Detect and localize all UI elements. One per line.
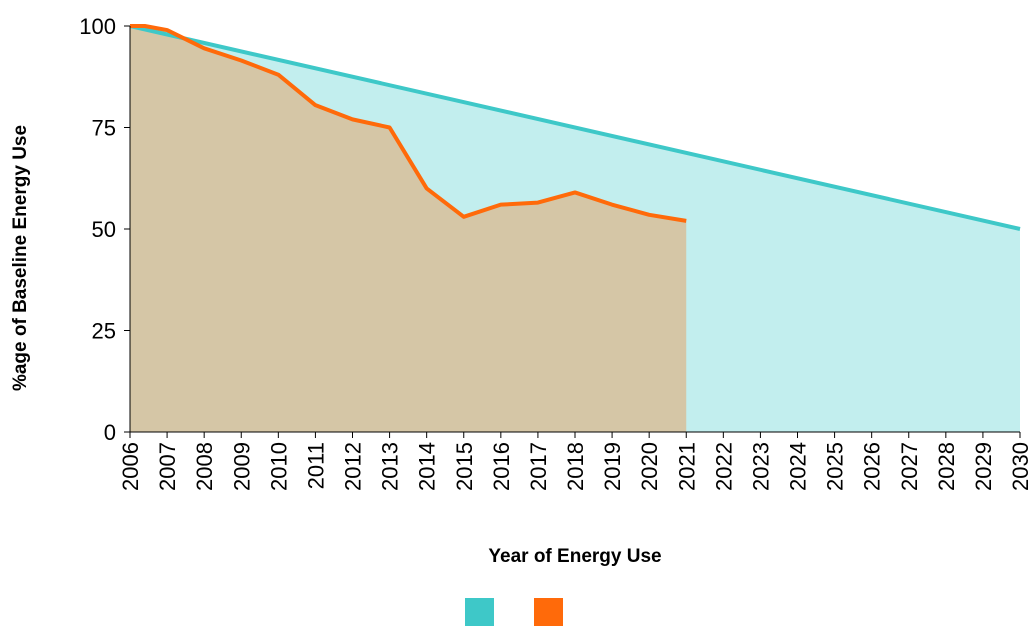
x-tick-label: 2015: [452, 442, 477, 491]
x-tick-label: 2014: [415, 442, 440, 491]
x-tick-label: 2016: [489, 442, 514, 491]
y-tick-label: 0: [104, 420, 116, 445]
y-tick-label: 75: [92, 116, 116, 141]
x-tick-label: 2023: [748, 442, 773, 491]
x-tick-label: 2020: [637, 442, 662, 491]
legend-swatch: [465, 598, 494, 626]
x-tick-label: 2008: [192, 442, 217, 491]
x-tick-label: 2009: [229, 442, 254, 491]
x-axis-title: Year of Energy Use: [488, 546, 661, 567]
y-tick-label: 50: [92, 217, 116, 242]
y-tick-label: 100: [79, 14, 116, 39]
x-tick-label: 2010: [266, 442, 291, 491]
x-tick-label: 2012: [341, 442, 366, 491]
x-tick-label: 2029: [971, 442, 996, 491]
x-tick-label: 2022: [711, 442, 736, 491]
x-tick-label: 2019: [600, 442, 625, 491]
x-tick-label: 2027: [897, 442, 922, 491]
area-fill: [130, 26, 687, 432]
x-tick-label: 2007: [155, 442, 180, 491]
x-tick-label: 2017: [526, 442, 551, 491]
x-tick-label: 2006: [118, 442, 143, 491]
x-tick-label: 2025: [823, 442, 848, 491]
line: [129, 24, 1021, 231]
x-tick-label: 2011: [303, 442, 328, 489]
x-tick-label: 2018: [563, 442, 588, 491]
y-tick-label: 25: [92, 319, 116, 344]
x-tick-label: 2021: [674, 442, 699, 491]
legend-swatch: [534, 598, 563, 626]
x-tick-label: 2013: [378, 442, 403, 491]
x-tick-label: 2024: [786, 442, 811, 491]
y-axis-title: %age of Baseline Energy Use: [10, 125, 31, 391]
line: [130, 24, 687, 223]
x-tick-label: 2028: [934, 442, 959, 491]
x-tick-label: 2030: [1008, 442, 1032, 491]
x-tick-label: 2026: [860, 442, 885, 491]
